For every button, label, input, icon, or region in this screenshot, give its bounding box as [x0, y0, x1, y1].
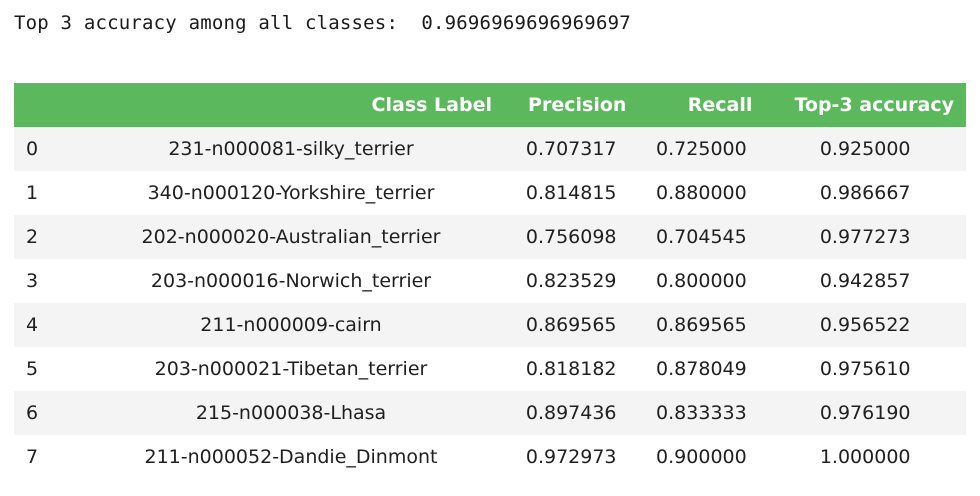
header-top3-accuracy: Top-3 accuracy [794, 94, 954, 116]
class-label-cell: 211-n000009-cairn [200, 314, 382, 336]
top3-accuracy-cell: 0.986667 [819, 182, 911, 204]
precision-cell: 0.897436 [525, 402, 617, 424]
class-label-cell: 202-n000020-Australian_terrier [141, 226, 441, 248]
row-index: 1 [26, 182, 39, 204]
top3-accuracy-cell: 0.942857 [819, 270, 911, 292]
table-row: 4 211-n000009-cairn 0.869565 0.869565 0.… [14, 303, 966, 347]
row-index: 6 [26, 402, 39, 424]
class-label-cell: 203-n000016-Norwich_terrier [150, 270, 432, 292]
recall-cell: 0.878049 [656, 358, 747, 380]
top3-accuracy-cell: 0.977273 [819, 226, 911, 248]
row-index: 7 [26, 446, 39, 468]
class-label-cell: 215-n000038-Lhasa [195, 402, 387, 424]
precision-cell: 0.869565 [525, 314, 617, 336]
recall-cell: 0.704545 [656, 226, 747, 248]
row-index: 0 [26, 138, 39, 160]
top3-accuracy-cell: 1.000000 [819, 446, 911, 468]
header-class-label: Class Label [371, 94, 492, 116]
recall-cell: 0.900000 [656, 446, 747, 468]
top3-accuracy-cell: 0.956522 [819, 314, 911, 336]
recall-cell: 0.869565 [656, 314, 747, 336]
class-label-cell: 340-n000120-Yorkshire_terrier [147, 182, 435, 204]
recall-cell: 0.800000 [656, 270, 747, 292]
recall-cell: 0.833333 [656, 402, 747, 424]
class-label-cell: 203-n000021-Tibetan_terrier [154, 358, 428, 380]
row-index: 5 [26, 358, 39, 380]
class-label-cell: 231-n000081-silky_terrier [168, 138, 414, 160]
row-index: 3 [26, 270, 39, 292]
precision-cell: 0.818182 [525, 358, 617, 380]
header-recall: Recall [687, 94, 753, 116]
table-row: 0 231-n000081-silky_terrier 0.707317 0.7… [14, 127, 966, 171]
top3-accuracy-cell: 0.976190 [819, 402, 911, 424]
accuracy-output-text: Top 3 accuracy among all classes: 0.9696… [14, 12, 631, 34]
table-row: 5 203-n000021-Tibetan_terrier 0.818182 0… [14, 347, 966, 391]
table-row: 2 202-n000020-Australian_terrier 0.75609… [14, 215, 966, 259]
top3-accuracy-cell: 0.975610 [819, 358, 911, 380]
precision-cell: 0.823529 [525, 270, 617, 292]
recall-cell: 0.725000 [656, 138, 747, 160]
header-precision: Precision [528, 94, 627, 116]
table-row: 3 203-n000016-Norwich_terrier 0.823529 0… [14, 259, 966, 303]
row-index: 2 [26, 226, 39, 248]
metrics-table: Class Label Precision Recall Top-3 accur… [14, 83, 966, 479]
table-row: 1 340-n000120-Yorkshire_terrier 0.814815… [14, 171, 966, 215]
class-label-cell: 211-n000052-Dandie_Dinmont [144, 446, 438, 468]
table-header-row: Class Label Precision Recall Top-3 accur… [14, 83, 966, 127]
precision-cell: 0.756098 [525, 226, 617, 248]
precision-cell: 0.707317 [525, 138, 617, 160]
table-row: 7 211-n000052-Dandie_Dinmont 0.972973 0.… [14, 435, 966, 479]
row-index: 4 [26, 314, 39, 336]
top3-accuracy-cell: 0.925000 [819, 138, 911, 160]
precision-cell: 0.814815 [525, 182, 617, 204]
header-index [14, 83, 78, 127]
table-row: 6 215-n000038-Lhasa 0.897436 0.833333 0.… [14, 391, 966, 435]
recall-cell: 0.880000 [656, 182, 747, 204]
precision-cell: 0.972973 [525, 446, 617, 468]
